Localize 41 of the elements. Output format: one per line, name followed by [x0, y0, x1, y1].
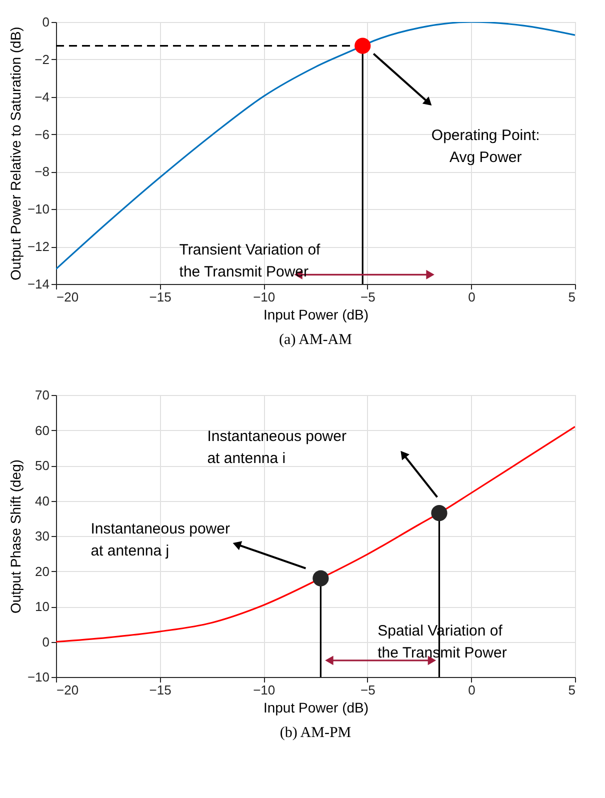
y-tick-label: 0 — [42, 14, 50, 30]
y-tick-label: −10 — [27, 670, 50, 684]
y-tick-label: 70 — [35, 388, 50, 402]
y-tick-label: −8 — [34, 164, 50, 180]
y-tick-label: 10 — [35, 599, 50, 614]
y-tick-label: −2 — [34, 52, 50, 67]
point — [312, 570, 329, 586]
point — [431, 505, 448, 522]
annotation: Instantaneous power at antenna i — [207, 428, 346, 468]
x-tick-label: −20 — [56, 290, 79, 304]
x-axis-title: Input Power (dB) — [263, 700, 369, 716]
x-tick-label: −20 — [56, 682, 79, 698]
x-tick-label: −10 — [253, 290, 276, 304]
x-tick-label: −5 — [360, 290, 376, 304]
text: (a) AM-AM — [279, 332, 352, 348]
y-tick-label: −4 — [34, 89, 50, 104]
annotation: Operating Point: Avg Power — [431, 126, 540, 166]
y-axis-title: Output Phase Shift (deg) — [7, 459, 24, 614]
y-tick-label: 0 — [42, 634, 50, 650]
text: (b) AM-PM — [280, 725, 352, 741]
y-tick-label: 30 — [35, 528, 50, 544]
x-tick-label: 5 — [568, 290, 576, 304]
x-tick-label: −5 — [360, 682, 376, 698]
y-axis-title: Output Power Relative to Saturation (dB) — [7, 26, 24, 280]
y-tick-label: −6 — [34, 126, 50, 142]
x-tick-label: 0 — [468, 682, 476, 698]
y-tick-label: −10 — [27, 202, 50, 217]
x-tick-label: 0 — [468, 290, 476, 304]
y-tick-label: 20 — [35, 564, 50, 579]
y-tick-label: 40 — [35, 493, 50, 508]
x-tick-label: −10 — [253, 682, 276, 698]
y-tick-label: 60 — [35, 422, 50, 438]
x-tick-label: −15 — [149, 682, 172, 698]
x-tick-label: −15 — [149, 290, 172, 304]
y-tick-label: 50 — [35, 458, 50, 473]
y-tick-label: −14 — [27, 276, 50, 292]
x-tick-label: 5 — [568, 682, 576, 698]
y-tick-label: −12 — [27, 239, 50, 254]
annotation: Instantaneous power at antenna j — [90, 520, 230, 560]
x-axis-title: Input Power (dB) — [263, 306, 369, 322]
line-series — [56, 426, 575, 643]
